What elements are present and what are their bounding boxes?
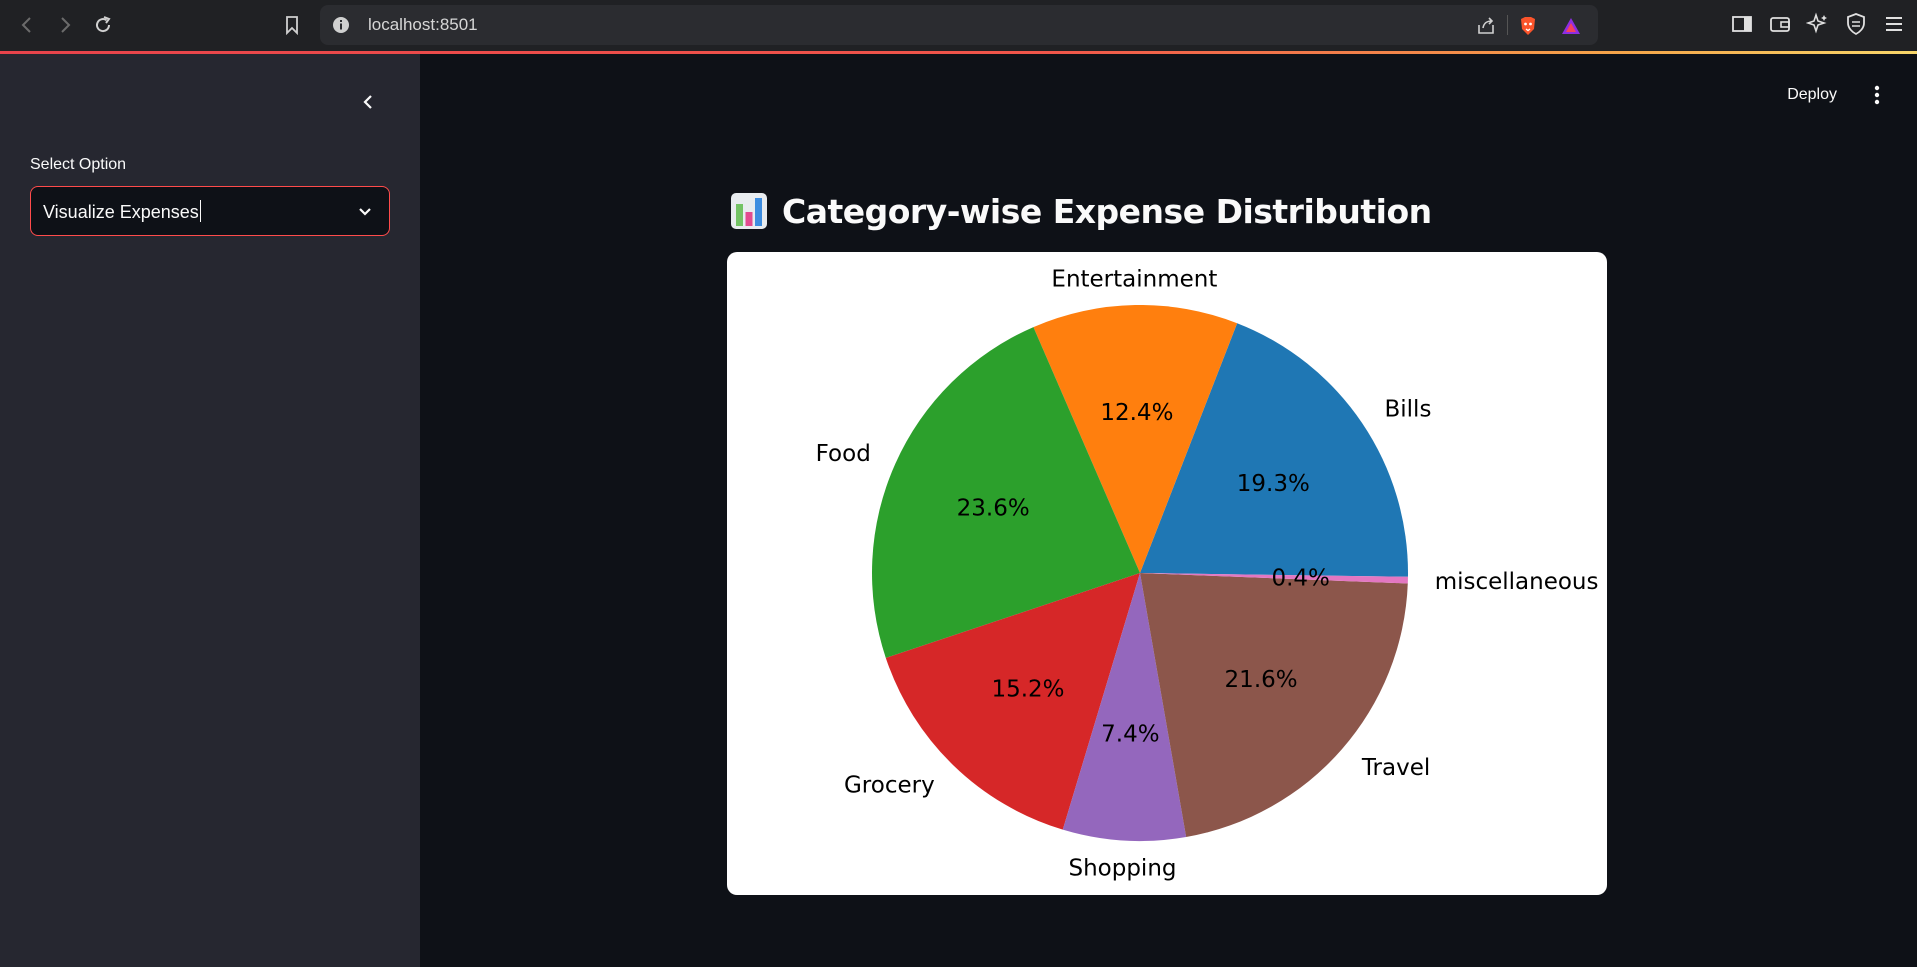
pie-slice-bills (1140, 323, 1408, 577)
chevron-down-icon[interactable] (355, 201, 375, 221)
pie-percent-travel: 21.6% (1225, 667, 1298, 693)
url-text[interactable]: localhost:8501 (368, 15, 478, 34)
pie-slice-food (872, 327, 1140, 658)
back-icon (21, 17, 31, 33)
page-title-text: Category-wise Expense Distribution (782, 191, 1432, 231)
option-select[interactable]: Visualize Expenses (30, 186, 390, 236)
sidebar: Select Option Visualize Expenses (0, 54, 420, 967)
main-menu-button[interactable] (1867, 83, 1887, 107)
brave-rewards-icon[interactable] (1560, 15, 1582, 37)
pie-percent-shopping: 7.4% (1101, 722, 1159, 748)
pie-percent-bills: 19.3% (1237, 471, 1310, 497)
pie-label-entertainment: Entertainment (1051, 266, 1217, 292)
pie-percent-miscellaneous: 0.4% (1271, 565, 1329, 591)
back-button[interactable] (12, 10, 42, 40)
forward-icon (61, 17, 71, 33)
browser-toolbar: localhost:8501 (0, 0, 1917, 51)
pie-slice-travel (1140, 573, 1408, 837)
wallet-icon[interactable] (1768, 12, 1792, 36)
leo-icon[interactable] (1806, 12, 1830, 36)
pie-label-grocery: Grocery (844, 773, 935, 799)
header-actions: Deploy (1779, 80, 1887, 110)
option-select-value[interactable]: Visualize Expenses (43, 202, 199, 222)
pie-label-shopping: Shopping (1068, 855, 1176, 881)
sidebar-icon[interactable] (1730, 12, 1754, 36)
deploy-button[interactable]: Deploy (1787, 86, 1837, 103)
pie-label-travel: Travel (1361, 755, 1430, 781)
url-divider (1507, 15, 1508, 35)
bar-chart-icon (731, 193, 767, 229)
reload-button[interactable] (88, 10, 118, 40)
pie-slice-grocery (885, 573, 1140, 830)
pie-percent-entertainment: 12.4% (1100, 400, 1173, 426)
brave-shield-icon[interactable] (1517, 15, 1539, 37)
bookmark-icon (286, 16, 298, 35)
info-icon (333, 17, 349, 33)
reload-icon (96, 16, 111, 33)
share-icon[interactable] (1475, 15, 1497, 37)
page-title: Category-wise Expense Distribution (730, 188, 1432, 234)
chevron-left-icon (363, 95, 372, 109)
pie-chart: Bills 19.3% Entertainment 12.4% Food 23.6% Gro… (816, 266, 1599, 881)
bookmark-button[interactable] (277, 10, 307, 40)
pie-percent-grocery: 15.2% (991, 676, 1064, 702)
pie-label-bills: Bills (1385, 396, 1432, 422)
collapse-sidebar-button[interactable] (355, 89, 381, 115)
pie-chart-card: Bills 19.3% Entertainment 12.4% Food 23.6% Gro… (727, 252, 1607, 895)
pie-slice-shopping (1062, 573, 1187, 841)
select-option-label: Select Option (30, 156, 127, 173)
pie-label-miscellaneous: miscellaneous (1435, 569, 1599, 595)
forward-button[interactable] (50, 10, 80, 40)
loading-accent-bar (0, 51, 1917, 54)
pie-percent-food: 23.6% (957, 496, 1030, 522)
address-bar[interactable]: localhost:8501 (320, 5, 1598, 45)
pie-slice-miscellaneous (1140, 573, 1408, 584)
pie-label-food: Food (816, 441, 871, 467)
menu-icon[interactable] (1882, 12, 1906, 36)
more-vertical-icon (1874, 85, 1880, 105)
pie-slice-entertainment (1033, 305, 1238, 573)
vpn-icon[interactable] (1844, 12, 1868, 36)
